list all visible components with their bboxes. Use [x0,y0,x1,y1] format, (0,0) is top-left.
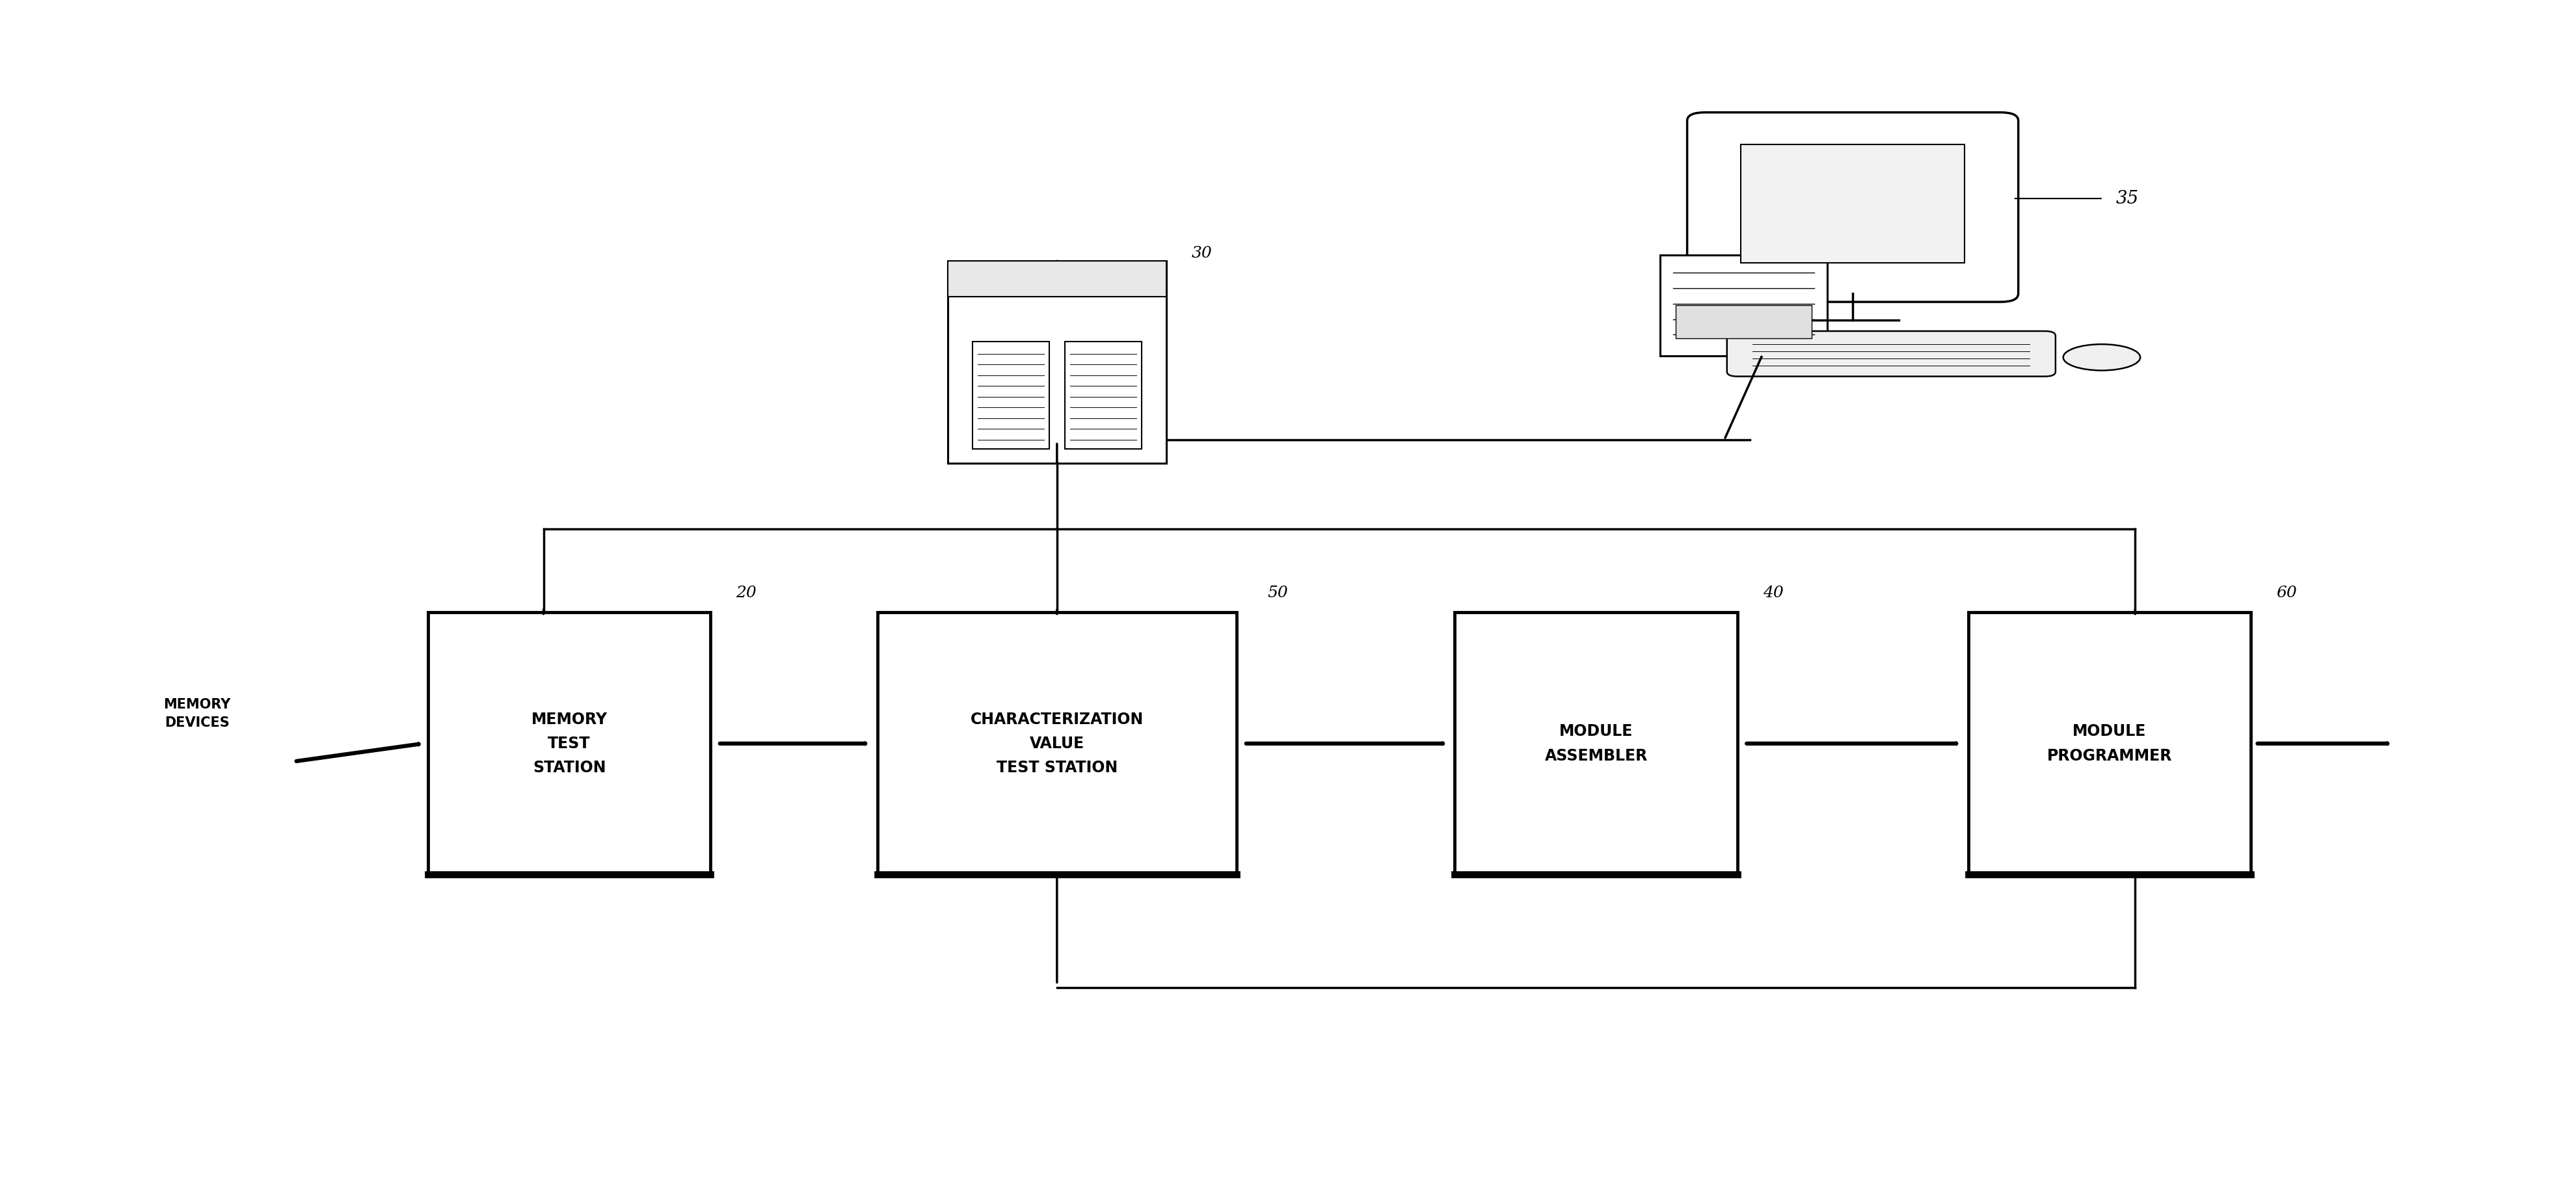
Text: MODULE
PROGRAMMER: MODULE PROGRAMMER [2048,723,2172,764]
FancyBboxPatch shape [1968,613,2251,874]
Text: MEMORY
TEST
STATION: MEMORY TEST STATION [531,711,608,776]
Text: MEMORY
DEVICES: MEMORY DEVICES [162,698,232,729]
Text: 20: 20 [737,586,757,600]
FancyBboxPatch shape [948,261,1167,464]
Text: MODULE
ASSEMBLER: MODULE ASSEMBLER [1546,723,1649,764]
FancyBboxPatch shape [878,613,1236,874]
FancyBboxPatch shape [971,342,1048,449]
FancyBboxPatch shape [948,261,1167,297]
FancyBboxPatch shape [1674,305,1811,339]
Text: 40: 40 [1762,586,1783,600]
Text: 50: 50 [1267,586,1288,600]
Text: 60: 60 [2277,586,2298,600]
Text: 30: 30 [1193,246,1213,261]
Text: CHARACTERIZATION
VALUE
TEST STATION: CHARACTERIZATION VALUE TEST STATION [971,711,1144,776]
FancyBboxPatch shape [1064,342,1141,449]
Text: 35: 35 [2115,190,2138,208]
FancyBboxPatch shape [1726,331,2056,376]
FancyBboxPatch shape [1741,144,1965,263]
Ellipse shape [2063,345,2141,370]
FancyBboxPatch shape [1455,613,1736,874]
FancyBboxPatch shape [1687,113,2020,301]
FancyBboxPatch shape [428,613,711,874]
FancyBboxPatch shape [1659,255,1826,357]
